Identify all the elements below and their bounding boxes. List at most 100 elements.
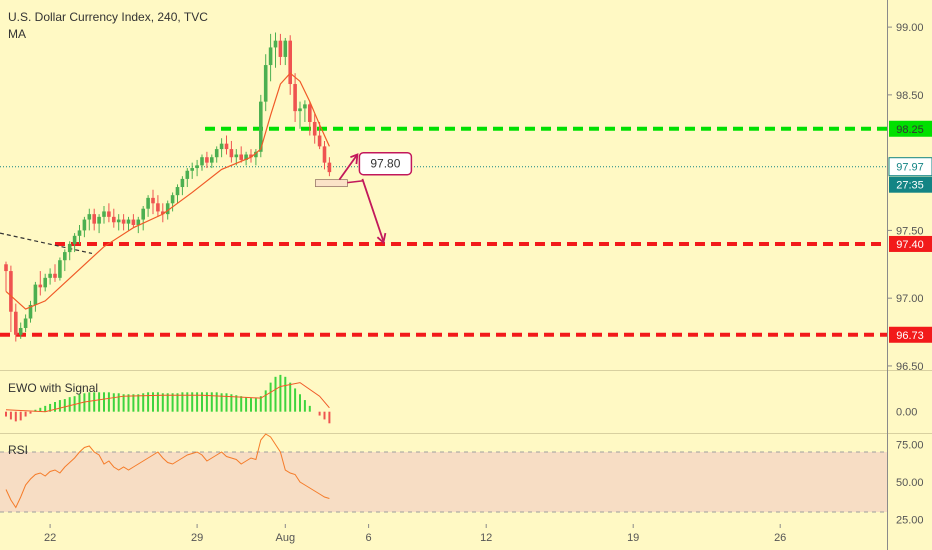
- candle-body: [288, 40, 292, 85]
- candle-body: [283, 40, 288, 57]
- trend-line: [0, 232, 93, 255]
- candle-body: [268, 47, 273, 66]
- candle-body: [239, 154, 243, 160]
- candle: [312, 113, 317, 144]
- candle: [72, 233, 77, 253]
- level-tag: [889, 326, 932, 343]
- ewo-axis-label: 0.00: [896, 407, 917, 419]
- candle-body: [293, 84, 297, 112]
- candle-body: [67, 243, 72, 253]
- candle: [195, 159, 199, 177]
- rsi-axis-label: 50.00: [896, 477, 924, 489]
- axis-tick-label: 99.00: [896, 22, 924, 34]
- main-pane: 97.80: [0, 32, 888, 342]
- candle: [263, 54, 268, 112]
- candle-body: [185, 170, 190, 179]
- candle: [239, 146, 243, 163]
- candle: [278, 33, 283, 66]
- candle-body: [58, 260, 62, 278]
- candle: [82, 216, 87, 238]
- candle: [244, 151, 248, 166]
- time-tick-label: 22: [44, 532, 56, 544]
- candle-body: [327, 162, 332, 173]
- candle-body: [156, 203, 160, 212]
- candle: [63, 249, 67, 272]
- candle-body: [82, 219, 87, 231]
- indicator-label-ma: MA: [8, 27, 26, 41]
- time-tick-label: 19: [627, 532, 639, 544]
- candle-body: [63, 252, 67, 261]
- candle-body: [126, 219, 131, 224]
- candle: [229, 140, 234, 163]
- time-tick-label: 26: [774, 532, 786, 544]
- candle: [298, 101, 302, 129]
- candle-body: [234, 154, 239, 158]
- annotation-callout-pointer: [347, 179, 364, 184]
- candle-body: [219, 143, 224, 150]
- countdown-tag: [889, 176, 932, 193]
- levels: [0, 126, 888, 337]
- time-tick-label: Aug: [276, 532, 296, 544]
- candle: [293, 73, 297, 122]
- candle: [87, 208, 92, 231]
- candle-body: [229, 149, 234, 158]
- candle: [249, 149, 253, 163]
- candle: [43, 273, 47, 292]
- annotation-zone: [314, 179, 348, 188]
- candle: [141, 206, 145, 231]
- ewo-pane: [5, 374, 331, 424]
- candle-body: [254, 151, 258, 158]
- candle: [146, 195, 150, 217]
- candle-body: [38, 284, 43, 288]
- candle-body: [259, 101, 263, 152]
- candle-body: [298, 108, 302, 112]
- candle-body: [23, 318, 28, 328]
- axis-tick-label: 97.00: [896, 293, 924, 305]
- candle-body: [224, 143, 229, 150]
- candle: [131, 214, 136, 228]
- candle-body: [121, 219, 126, 224]
- price-axis[interactable]: 96.50 97.00 97.50 98.50 99.00 98.25 97.40 96.73…: [888, 22, 932, 527]
- candle: [200, 154, 204, 171]
- candle: [67, 241, 72, 261]
- candle-body: [14, 311, 18, 335]
- candle: [214, 146, 219, 163]
- candle-body: [97, 216, 101, 224]
- candle-body: [273, 40, 278, 48]
- time-axis[interactable]: 22 29 Aug 6 12 19 26: [44, 524, 786, 544]
- candle: [107, 203, 111, 223]
- level-tag-label: 96.73: [896, 330, 924, 342]
- candle: [254, 149, 258, 166]
- level-tag: [889, 235, 932, 252]
- candle-body: [48, 273, 52, 278]
- candle-body: [317, 135, 322, 147]
- candle-body: [151, 197, 155, 204]
- candle: [112, 208, 116, 228]
- candle: [126, 216, 131, 231]
- rsi-line: [5, 433, 330, 509]
- candle-body: [4, 264, 8, 272]
- candle-body: [72, 235, 77, 244]
- candle: [283, 37, 288, 66]
- candle-body: [263, 65, 268, 102]
- candle: [308, 101, 312, 136]
- candle: [53, 264, 57, 282]
- candle: [303, 100, 307, 122]
- candle: [151, 189, 155, 215]
- annotation-callout: [358, 151, 413, 176]
- candle-body: [53, 273, 57, 278]
- candle: [48, 268, 52, 285]
- candle-body: [28, 304, 33, 319]
- price-series: [4, 32, 332, 342]
- current-price-tag: [888, 157, 932, 177]
- candle: [9, 265, 13, 333]
- current-price-label: 97.97: [896, 162, 924, 174]
- candle: [23, 314, 28, 333]
- candle-body: [77, 230, 82, 236]
- candle: [161, 203, 165, 223]
- candle-body: [322, 146, 327, 163]
- ewo-title: EWO with Signal: [8, 381, 98, 395]
- candle: [97, 214, 101, 234]
- countdown-label: 27:35: [896, 180, 924, 192]
